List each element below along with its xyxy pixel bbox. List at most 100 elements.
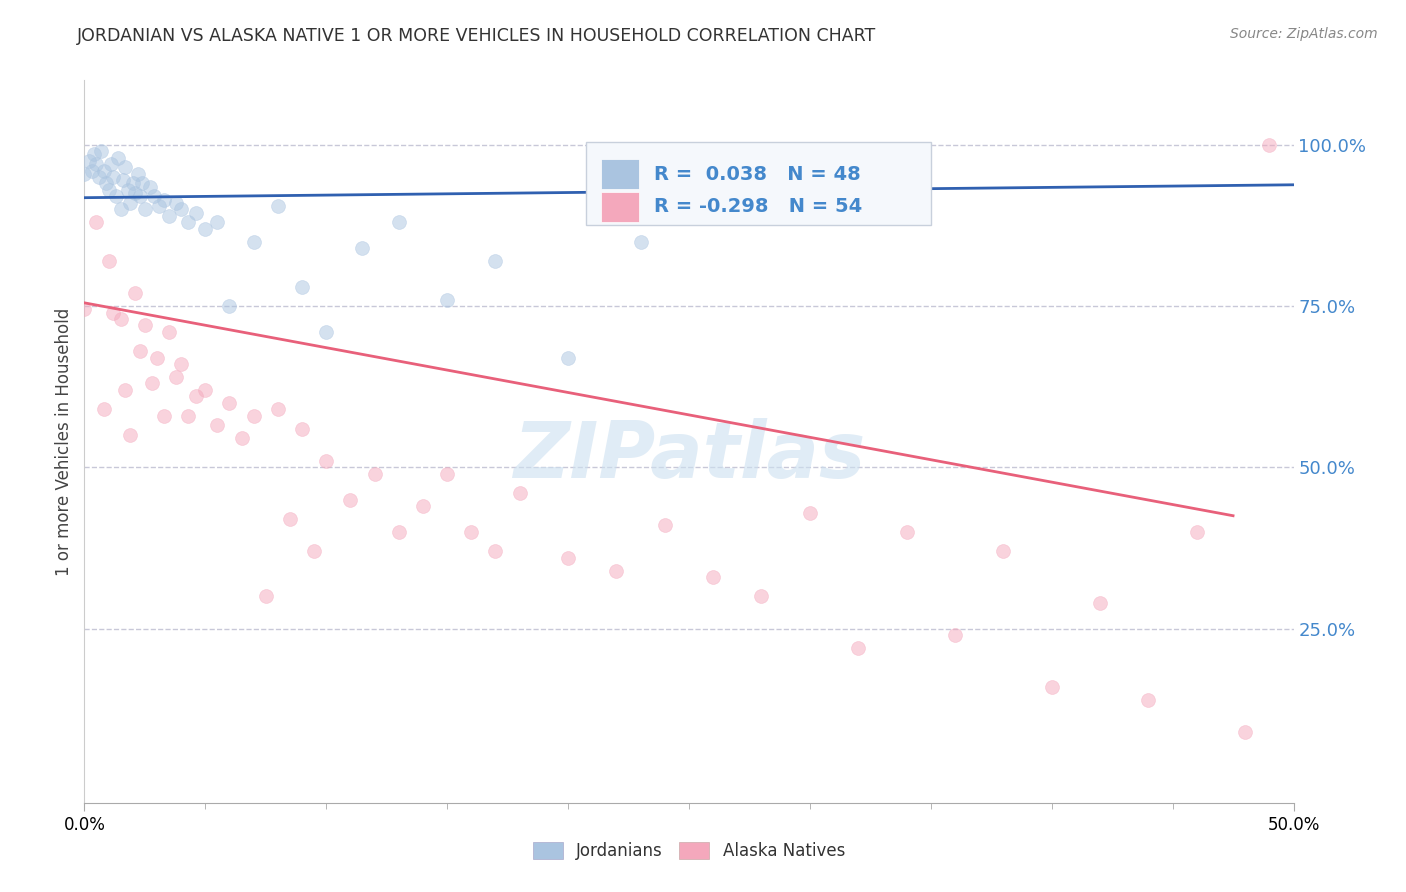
- Point: [352, 241, 374, 255]
- Point: [291, 422, 314, 436]
- Point: [339, 492, 361, 507]
- Point: [141, 376, 163, 391]
- Point: [73, 302, 96, 317]
- Point: [605, 564, 627, 578]
- Point: [157, 209, 180, 223]
- Point: [104, 189, 127, 203]
- Point: [97, 254, 120, 268]
- Point: [799, 145, 821, 159]
- Point: [146, 351, 169, 365]
- Point: [254, 590, 277, 604]
- Point: [702, 570, 724, 584]
- Point: [110, 202, 132, 217]
- Point: [1258, 137, 1281, 152]
- Point: [207, 215, 229, 229]
- Bar: [600, 192, 640, 222]
- Point: [267, 199, 290, 213]
- Point: [484, 544, 506, 558]
- Point: [460, 524, 482, 539]
- Point: [177, 215, 200, 229]
- Y-axis label: 1 or more Vehicles in Household: 1 or more Vehicles in Household: [55, 308, 73, 575]
- Text: Source: ZipAtlas.com: Source: ZipAtlas.com: [1230, 27, 1378, 41]
- Point: [103, 305, 125, 319]
- Point: [242, 235, 264, 249]
- Point: [93, 402, 115, 417]
- Point: [896, 524, 918, 539]
- Point: [1088, 596, 1111, 610]
- Point: [412, 499, 434, 513]
- Point: [134, 318, 156, 333]
- Point: [557, 351, 579, 365]
- Point: [83, 147, 105, 161]
- Point: [943, 628, 966, 642]
- Point: [218, 396, 240, 410]
- Point: [184, 389, 207, 403]
- Point: [267, 402, 290, 417]
- Point: [100, 157, 122, 171]
- Point: [86, 215, 108, 229]
- Point: [73, 167, 96, 181]
- Point: [1040, 680, 1063, 694]
- Point: [112, 173, 135, 187]
- Point: [799, 506, 821, 520]
- Bar: [600, 159, 640, 189]
- Point: [153, 409, 176, 423]
- Text: JORDANIAN VS ALASKA NATIVE 1 OR MORE VEHICLES IN HOUSEHOLD CORRELATION CHART: JORDANIAN VS ALASKA NATIVE 1 OR MORE VEH…: [77, 27, 876, 45]
- Point: [157, 325, 180, 339]
- Point: [207, 418, 229, 433]
- Point: [103, 169, 125, 184]
- Point: [114, 161, 136, 175]
- Point: [97, 183, 120, 197]
- Point: [77, 153, 100, 168]
- Point: [107, 151, 129, 165]
- Text: ZIPatlas: ZIPatlas: [513, 418, 865, 494]
- Point: [509, 486, 531, 500]
- FancyBboxPatch shape: [586, 142, 931, 225]
- Point: [630, 235, 652, 249]
- Point: [120, 428, 142, 442]
- Point: [165, 370, 187, 384]
- Point: [436, 467, 458, 481]
- Point: [93, 163, 115, 178]
- Point: [194, 221, 217, 235]
- Point: [751, 590, 773, 604]
- Point: [80, 163, 103, 178]
- Point: [302, 544, 325, 558]
- Point: [315, 325, 337, 339]
- Point: [86, 157, 108, 171]
- Point: [184, 205, 207, 219]
- Point: [121, 177, 143, 191]
- Point: [127, 167, 149, 181]
- Point: [114, 383, 136, 397]
- Point: [148, 199, 170, 213]
- Point: [315, 454, 337, 468]
- Point: [87, 169, 110, 184]
- Point: [436, 293, 458, 307]
- Point: [484, 254, 506, 268]
- Point: [131, 177, 153, 191]
- Point: [1137, 692, 1160, 706]
- Text: R = -0.298   N = 54: R = -0.298 N = 54: [654, 197, 862, 216]
- Point: [278, 512, 301, 526]
- Point: [993, 544, 1015, 558]
- Point: [165, 195, 187, 210]
- Point: [242, 409, 264, 423]
- Point: [124, 286, 146, 301]
- Point: [557, 550, 579, 565]
- Point: [218, 299, 240, 313]
- Legend: Jordanians, Alaska Natives: Jordanians, Alaska Natives: [526, 835, 852, 867]
- Point: [129, 344, 152, 359]
- Point: [94, 177, 117, 191]
- Point: [124, 186, 146, 201]
- Point: [129, 189, 152, 203]
- Point: [388, 215, 411, 229]
- Point: [134, 202, 156, 217]
- Point: [291, 279, 314, 293]
- Point: [110, 312, 132, 326]
- Point: [1234, 724, 1257, 739]
- Text: R =  0.038   N = 48: R = 0.038 N = 48: [654, 165, 860, 184]
- Point: [117, 183, 139, 197]
- Point: [138, 179, 160, 194]
- Point: [194, 383, 217, 397]
- Point: [846, 640, 869, 655]
